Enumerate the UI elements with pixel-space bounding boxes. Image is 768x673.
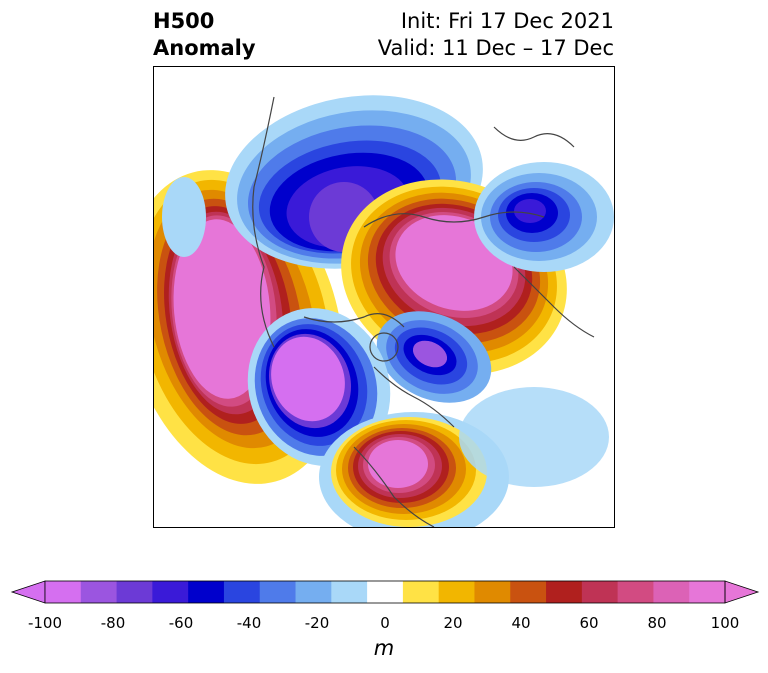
colorbar-bin [188,581,225,603]
colorbar-bin [653,581,690,603]
title-right: Init: Fri 17 Dec 2021 Valid: 11 Dec – 17… [378,8,614,62]
colorbar-unit: m [373,636,395,660]
colorbar-bin [510,581,547,603]
colorbar-tick-label: 80 [647,614,667,632]
colorbar-tick-label: 20 [443,614,463,632]
colorbar-tick-label: -40 [236,614,262,632]
title-field: Anomaly [153,36,256,60]
colorbar-bin [259,581,297,603]
valid-period: Valid: 11 Dec – 17 Dec [377,36,614,60]
colorbar-bin [45,581,82,603]
coastlines [252,96,595,527]
title-left: H500 Anomaly [153,8,256,62]
colorbar-extend-min [10,580,46,604]
init-time: Init: Fri 17 Dec 2021 [400,9,614,33]
colorbar-bin [438,581,475,603]
colorbar-tick-label: -80 [100,614,126,632]
colorbar-tick-label: 100 [710,614,740,632]
anomaly-map [153,66,615,528]
colorbar-bin [402,581,440,603]
colorbar-bin [546,581,583,603]
colorbar-tick-label: -60 [168,614,194,632]
colorbar-bin [116,581,153,603]
title-variable: H500 [153,9,215,33]
colorbar-bin [689,581,726,603]
colorbar-tick-label: 60 [579,614,599,632]
anomaly-europe [474,162,614,272]
colorbar-bin [617,581,654,603]
colorbar-bin [331,581,368,603]
colorbar-bin [367,581,404,603]
colorbar-extend-max [724,580,760,604]
anomaly-fringe-west [162,177,206,257]
colorbar-tick-label: -20 [304,614,330,632]
colorbar-bin [80,581,118,603]
colorbar-bin [223,581,261,603]
colorbar-tick-label: -100 [27,614,63,632]
colorbar-tick-label: 40 [511,614,531,632]
colorbar-bin [474,581,511,603]
colorbar-bin [152,581,189,603]
anomaly-greenland [376,311,492,403]
colorbar-tick-label: 0 [380,614,390,632]
anomaly-eastern-north-america [319,412,509,527]
anomaly-map-svg [154,95,614,527]
colorbar-border [44,580,726,604]
colorbar-bin [581,581,619,603]
colorbar [10,580,760,604]
anomaly-fringe-atlantic [459,387,609,487]
colorbar-bin [295,581,332,603]
